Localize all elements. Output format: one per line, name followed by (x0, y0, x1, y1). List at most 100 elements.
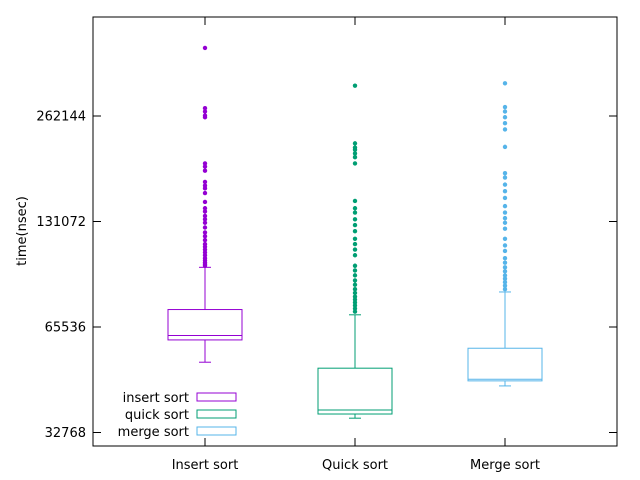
iqr-box (167, 309, 243, 341)
box-series (167, 45, 543, 419)
outlier-point (502, 81, 508, 86)
outlier-point (352, 306, 358, 311)
outlier-point (202, 241, 208, 247)
outlier-point (352, 273, 358, 278)
outlier-point (352, 290, 358, 296)
outlier-point (202, 206, 208, 211)
x-tick-label: Quick sort (322, 458, 388, 473)
legend-label: insert sort (123, 391, 189, 406)
outlier-point (202, 164, 208, 169)
legend: insert sort quick sort merge sort (118, 391, 237, 440)
outlier-point (202, 217, 208, 222)
outlier-point (502, 104, 508, 110)
outlier-point (352, 151, 358, 156)
outlier-point (352, 247, 358, 252)
outlier-point (352, 161, 358, 166)
outlier-point (502, 276, 508, 281)
outlier-point (502, 182, 508, 187)
outlier-point (202, 234, 208, 239)
outlier-point (202, 190, 208, 196)
outlier-point (502, 248, 508, 254)
y-tick-label: 32768 (45, 426, 86, 441)
outlier-point (502, 195, 508, 201)
outlier-point (502, 203, 508, 209)
outlier-point (352, 217, 358, 222)
outlier-point (502, 144, 508, 150)
outlier-point (352, 145, 358, 150)
outlier-point (502, 109, 508, 114)
outlier-point (202, 168, 208, 173)
y-tick-label: 65536 (45, 321, 86, 336)
iqr-box (467, 347, 543, 382)
outlier-point (502, 265, 508, 270)
outlier-point (502, 171, 508, 176)
outlier-point (352, 263, 358, 268)
outlier-point (352, 236, 358, 241)
outlier-point (352, 287, 358, 292)
y-axis-ticks: 32768 65536 131072 262144 (36, 110, 617, 441)
x-axis-ticks: Insert sort Quick sort Merge sort (172, 17, 540, 473)
outlier-point (502, 283, 508, 288)
outlier-point (202, 113, 208, 118)
outlier-point (202, 161, 208, 166)
outlier-point (502, 215, 508, 221)
outlier-point (502, 188, 508, 194)
outlier-point (502, 121, 508, 126)
y-axis-label: time(nsec) (15, 196, 30, 266)
outlier-point (352, 282, 358, 287)
outlier-point (202, 230, 208, 235)
outlier-point (352, 141, 358, 146)
outlier-point (352, 198, 358, 204)
y-tick-label: 262144 (36, 110, 86, 125)
outlier-point (502, 255, 508, 261)
legend-label: merge sort (118, 425, 189, 440)
outlier-point (202, 105, 208, 111)
outlier-point (502, 287, 508, 292)
outlier-point (352, 228, 358, 234)
outlier-point (352, 210, 358, 215)
outlier-point (352, 206, 358, 211)
outlier-point (202, 220, 208, 225)
box-group-merge-sort (467, 81, 543, 387)
outlier-point (352, 278, 358, 283)
outlier-point (352, 268, 358, 273)
outlier-point (502, 243, 508, 248)
outlier-point (202, 179, 208, 185)
outlier-point (352, 309, 358, 314)
legend-swatch (196, 392, 237, 402)
x-tick-label: Insert sort (172, 458, 239, 473)
iqr-box (317, 367, 393, 415)
outlier-point (502, 226, 508, 231)
outlier-point (502, 220, 508, 225)
outlier-point (202, 183, 208, 188)
outlier-point (502, 115, 508, 120)
x-tick-label: Merge sort (470, 458, 540, 473)
outlier-point (502, 236, 508, 241)
outlier-point (352, 241, 358, 247)
outlier-point (502, 279, 508, 285)
outlier-point (502, 210, 508, 215)
outlier-point (352, 83, 358, 88)
box-group-insert-sort (167, 45, 243, 363)
outlier-point (352, 253, 358, 258)
outlier-point (352, 154, 358, 160)
box-group-quick-sort (317, 83, 393, 419)
outlier-point (202, 213, 208, 219)
legend-swatch (196, 409, 237, 419)
outlier-point (502, 273, 508, 278)
outlier-point (502, 260, 508, 265)
outlier-point (202, 237, 208, 243)
outlier-point (202, 209, 208, 214)
outlier-point (202, 225, 208, 230)
outlier-point (502, 175, 508, 180)
outlier-point (352, 222, 358, 228)
outlier-point (352, 294, 358, 299)
outlier-point (202, 199, 208, 205)
outlier-point (202, 45, 208, 51)
y-tick-label: 131072 (36, 215, 86, 230)
outlier-point (202, 109, 208, 114)
legend-swatch (196, 426, 237, 436)
outlier-point (502, 269, 508, 274)
legend-label: quick sort (125, 408, 189, 423)
